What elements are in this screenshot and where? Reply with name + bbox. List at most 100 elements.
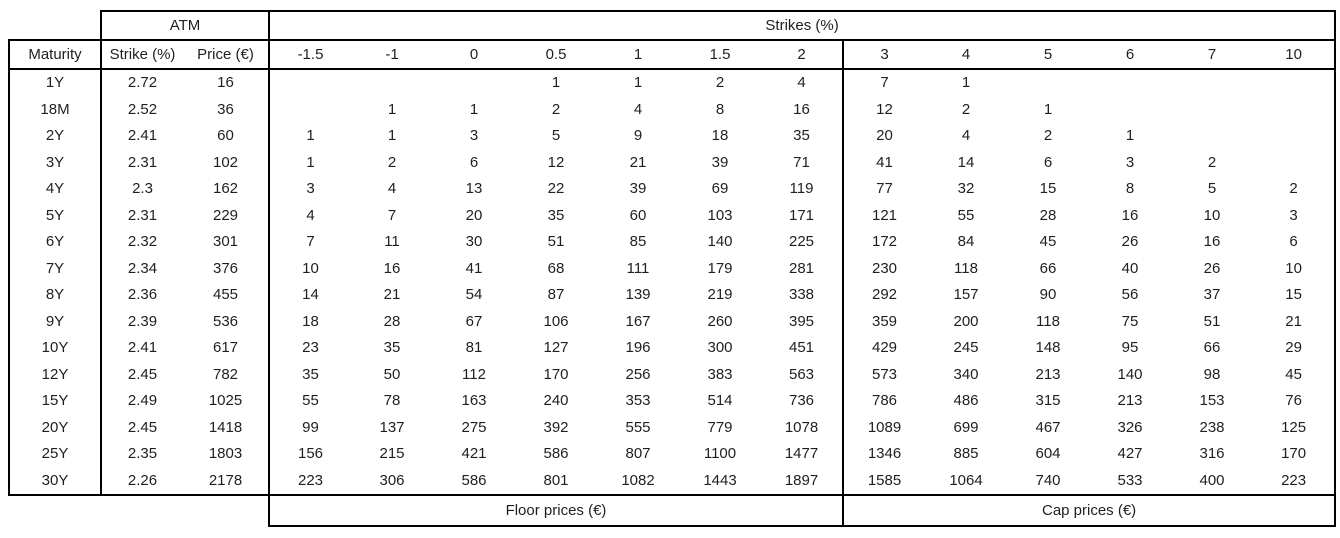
price-cell: 1 <box>469 100 479 118</box>
price-cell: 56 <box>1121 286 1139 303</box>
price-cell: 315 <box>1035 392 1061 409</box>
price-cell: 35 <box>268 361 351 388</box>
price-cell: 736 <box>788 392 815 409</box>
maturity-cell: 2Y <box>8 123 101 150</box>
price-cell: 4 <box>633 100 643 118</box>
price-cell: 30 <box>465 233 483 250</box>
table-row: 7Y 2.34 376 10 16 41 68 111 179 281 230 118 66 40 26 10 <box>8 255 1337 282</box>
price-cell: 1585 <box>842 467 925 496</box>
maturity-cell: 30Y <box>8 467 101 496</box>
price-cell: 77 <box>842 176 925 203</box>
table-row: 3Y 2.31 102 1 2 6 12 21 39 71 41 14 6 3 2 <box>8 149 1337 176</box>
price-cell: 12 <box>842 96 925 123</box>
price-cell: 2.45 <box>100 361 183 388</box>
price-cell: 81 <box>465 339 483 356</box>
strike-column-header: 0.5 <box>515 39 597 70</box>
strike-column-header: 0 <box>433 39 515 70</box>
price-cell: 2 <box>387 153 397 171</box>
price-cell: 6 <box>1043 153 1053 171</box>
price-cell: 16 <box>793 100 810 118</box>
price-cell: 1 <box>1043 100 1053 118</box>
price-cell: 225 <box>788 233 815 250</box>
price-cell: 260 <box>707 312 733 330</box>
price-cell: 1025 <box>208 392 243 409</box>
table-row: 30Y 2.26 2178 223 306 586 801 1082 1443 1897 1585 1… <box>8 467 1337 496</box>
cap-floor-price-table: ATM Strikes (%) Maturity Strike (%) Price … <box>8 10 1337 527</box>
price-cell: 9 <box>633 127 643 144</box>
price-cell: 2 <box>1207 153 1217 171</box>
price-cell: 13 <box>465 180 483 197</box>
table-row: 12Y 2.45 782 35 50 112 170 256 383 563 573 340 213 14… <box>8 361 1337 388</box>
price-cell: 98 <box>1203 365 1221 383</box>
price-cell: 1 <box>633 74 643 91</box>
price-cell: 172 <box>842 229 925 256</box>
atm-group-header: ATM <box>100 10 270 41</box>
price-cell: 555 <box>625 418 651 436</box>
price-cell: 1346 <box>842 441 925 468</box>
price-cell <box>1171 69 1253 97</box>
price-cell: 801 <box>515 467 597 496</box>
price-cell: 76 <box>1253 388 1337 415</box>
price-cell: 213 <box>1117 392 1143 409</box>
price-cell <box>1171 123 1253 150</box>
price-cell: 37 <box>1203 286 1221 303</box>
price-cell: 50 <box>383 365 401 383</box>
maturity-cell: 3Y <box>8 149 101 176</box>
price-cell: 51 <box>1203 312 1221 330</box>
strike-column-header: 7 <box>1171 39 1253 70</box>
table-row: 9Y 2.39 536 18 28 67 106 167 260 395 359 200 118 75 51… <box>8 308 1337 335</box>
price-cell: 2 <box>551 100 561 118</box>
price-cell: 2.32 <box>100 229 183 256</box>
strike-column-header: 2 <box>761 39 843 70</box>
price-cell: 78 <box>383 392 401 409</box>
table-row: 5Y 2.31 229 4 7 20 35 60 103 171 121 55 28 16 10 3 <box>8 202 1337 229</box>
price-cell: 90 <box>1039 286 1057 303</box>
maturity-cell: 6Y <box>8 229 101 256</box>
price-cell: 71 <box>793 153 810 171</box>
price-cell: 427 <box>1117 445 1143 462</box>
price-cell: 45 <box>1253 361 1337 388</box>
table-row: 15Y 2.49 1025 55 78 163 240 353 514 736 786 486 315 2… <box>8 388 1337 415</box>
price-cell: 15 <box>1039 180 1057 197</box>
price-cell <box>1007 69 1089 97</box>
price-cell: 1477 <box>784 445 819 462</box>
footer-empty-cell <box>9 495 269 526</box>
price-cell: 215 <box>379 445 405 462</box>
price-cell: 240 <box>543 392 569 409</box>
maturity-cell: 4Y <box>8 176 101 203</box>
price-cell: 68 <box>547 259 565 277</box>
price-cell: 2.39 <box>100 308 183 335</box>
strike-column-header: 4 <box>925 39 1007 70</box>
price-cell: 5 <box>1207 180 1217 197</box>
price-cell: 573 <box>842 361 925 388</box>
price-cell: 604 <box>1035 445 1061 462</box>
price-cell: 156 <box>268 441 351 468</box>
price-cell: 292 <box>842 282 925 309</box>
strike-column-header: 1 <box>597 39 679 70</box>
price-cell: 170 <box>543 365 569 383</box>
price-cell: 245 <box>953 339 979 356</box>
price-cell: 1 <box>387 127 397 144</box>
price-cell: 22 <box>547 180 565 197</box>
maturity-cell: 7Y <box>8 255 101 282</box>
price-cell: 2.41 <box>100 123 183 150</box>
price-cell: 2 <box>1043 127 1053 144</box>
floor-prices-label: Floor prices (€) <box>268 495 844 527</box>
strike-column-header: 6 <box>1089 39 1171 70</box>
price-cell: 21 <box>383 286 401 303</box>
price-cell: 376 <box>212 259 239 277</box>
price-cell: 7 <box>268 229 351 256</box>
price-cell: 306 <box>351 467 433 496</box>
corner-cell <box>9 11 101 40</box>
price-cell: 55 <box>957 206 975 224</box>
atm-column-header: Price (€) <box>183 39 269 70</box>
price-cell: 29 <box>1253 335 1337 362</box>
price-cell: 3 <box>1125 153 1135 171</box>
price-cell: 16 <box>217 74 234 91</box>
price-cell: 140 <box>1117 365 1143 383</box>
price-cell <box>1089 97 1171 124</box>
price-cell: 28 <box>1039 206 1057 224</box>
price-cell: 617 <box>212 339 239 356</box>
price-cell: 196 <box>625 339 651 356</box>
price-cell: 6 <box>1253 229 1337 256</box>
